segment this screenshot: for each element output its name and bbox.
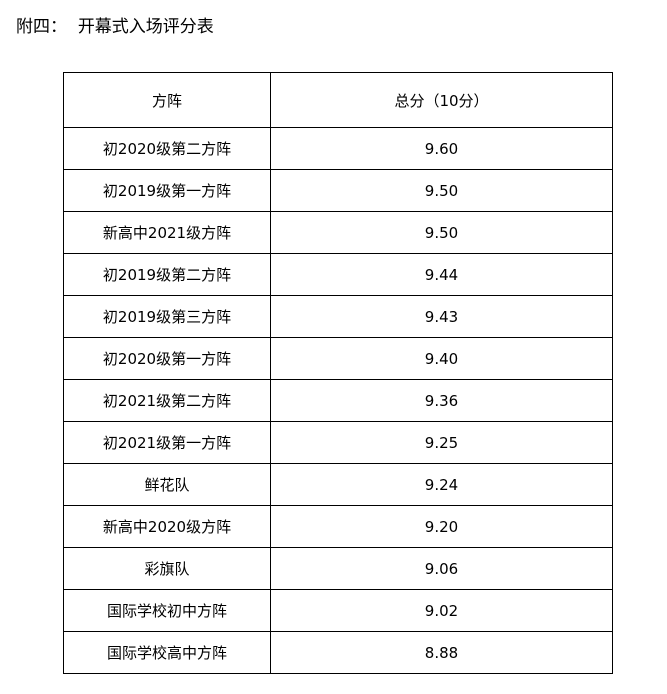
table-row: 新高中2021级方阵 9.50: [63, 211, 613, 254]
title-text: 开幕式入场评分表: [77, 17, 214, 37]
document-title: 附四： 开幕式入场评分表: [16, 12, 214, 37]
formation-name: 初2021级第一方阵: [63, 421, 271, 464]
table-row: 初2020级第一方阵 9.40: [63, 337, 613, 380]
score-value: 8.88: [270, 631, 613, 674]
table-row: 鲜花队 9.24: [63, 463, 613, 506]
score-value: 9.50: [270, 211, 613, 254]
formation-name: 新高中2021级方阵: [63, 211, 271, 254]
score-value: 9.44: [270, 253, 613, 296]
score-value: 9.50: [270, 169, 613, 212]
header-formation: 方阵: [63, 72, 271, 128]
score-value: 9.43: [270, 295, 613, 338]
header-total-score: 总分（10分）: [270, 72, 613, 128]
table-row: 初2019级第一方阵 9.50: [63, 169, 613, 212]
formation-name: 初2019级第三方阵: [63, 295, 271, 338]
table-row: 初2021级第二方阵 9.36: [63, 379, 613, 422]
formation-name: 鲜花队: [63, 463, 271, 506]
table-row: 初2021级第一方阵 9.25: [63, 421, 613, 464]
score-value: 9.24: [270, 463, 613, 506]
table-row: 国际学校高中方阵 8.88: [63, 631, 613, 674]
score-value: 9.60: [270, 127, 613, 170]
score-value: 9.02: [270, 589, 613, 632]
table-row: 初2020级第二方阵 9.60: [63, 127, 613, 170]
score-value: 9.20: [270, 505, 613, 548]
formation-name: 新高中2020级方阵: [63, 505, 271, 548]
formation-name: 初2020级第一方阵: [63, 337, 271, 380]
title-prefix: 附四：: [16, 17, 67, 37]
table-row: 初2019级第三方阵 9.43: [63, 295, 613, 338]
table-row: 彩旗队 9.06: [63, 547, 613, 590]
formation-name: 国际学校初中方阵: [63, 589, 271, 632]
score-value: 9.06: [270, 547, 613, 590]
table-header-row: 方阵 总分（10分）: [63, 72, 613, 128]
formation-name: 初2019级第二方阵: [63, 253, 271, 296]
table-row: 初2019级第二方阵 9.44: [63, 253, 613, 296]
formation-name: 国际学校高中方阵: [63, 631, 271, 674]
score-value: 9.40: [270, 337, 613, 380]
formation-name: 初2019级第一方阵: [63, 169, 271, 212]
score-value: 9.36: [270, 379, 613, 422]
score-table: 方阵 总分（10分） 初2020级第二方阵 9.60 初2019级第一方阵 9.50 新…: [63, 72, 613, 674]
formation-name: 初2021级第二方阵: [63, 379, 271, 422]
score-value: 9.25: [270, 421, 613, 464]
table-row: 新高中2020级方阵 9.20: [63, 505, 613, 548]
formation-name: 彩旗队: [63, 547, 271, 590]
formation-name: 初2020级第二方阵: [63, 127, 271, 170]
table-row: 国际学校初中方阵 9.02: [63, 589, 613, 632]
